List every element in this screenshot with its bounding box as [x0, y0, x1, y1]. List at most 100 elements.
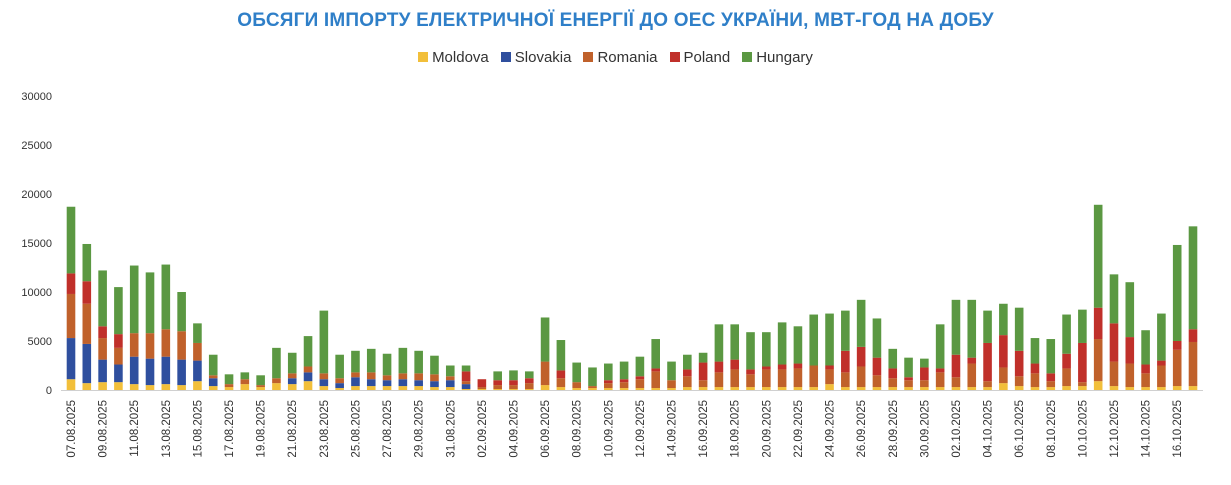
y-tick-label: 15000	[21, 238, 52, 250]
bar-segment-moldova	[667, 388, 676, 390]
bar-segment-poland	[1141, 364, 1150, 374]
bar-segment-slovakia	[82, 343, 92, 384]
bar-segment-moldova	[588, 388, 597, 390]
bar-segment-poland	[1172, 341, 1182, 350]
bar-segment-moldova	[161, 384, 171, 390]
bar-segment-romania	[461, 381, 471, 385]
bar-segment-romania	[145, 333, 155, 359]
legend-swatch	[500, 52, 511, 62]
bar-segment-slovakia	[177, 359, 186, 386]
bar-segment-moldova	[430, 387, 439, 390]
x-tick-label: 06.10.2025	[1014, 400, 1026, 458]
bar-segment-hungary	[777, 322, 787, 365]
x-tick-label: 15.08.2025	[192, 400, 204, 458]
bar-segment-romania	[872, 375, 882, 388]
bar-segment-moldova	[224, 387, 234, 390]
bar-segment-hungary	[82, 243, 92, 282]
bar-segment-hungary	[1046, 339, 1056, 374]
bar-segment-moldova	[540, 385, 550, 390]
bar-segment-hungary	[66, 206, 76, 274]
bar-segment-romania	[1188, 341, 1198, 387]
bar-segment-romania	[82, 303, 92, 344]
bar-segment-moldova	[272, 383, 281, 390]
x-tick-label: 19.08.2025	[256, 400, 268, 458]
bar-segment-hungary	[129, 265, 139, 334]
legend-label: Romania	[597, 49, 658, 66]
bar-segment-slovakia	[129, 356, 139, 385]
bar-segment-poland	[556, 370, 566, 379]
x-tick-label: 16.09.2025	[698, 400, 710, 458]
bar-segment-moldova	[366, 386, 376, 390]
bar-segment-romania	[1093, 339, 1103, 382]
bar-segment-moldova	[1030, 387, 1040, 390]
bar-segment-poland	[793, 363, 803, 369]
bar-segment-hungary	[224, 374, 234, 385]
bar-segment-hungary	[762, 332, 771, 367]
bar-segment-romania	[698, 380, 708, 388]
x-tick-label: 18.09.2025	[730, 400, 742, 458]
bar-segment-poland	[762, 366, 771, 370]
bar-segment-poland	[888, 368, 898, 379]
y-tick-label: 0	[46, 385, 52, 397]
bar-segment-moldova	[809, 387, 819, 390]
bar-segment-slovakia	[193, 360, 202, 382]
bar-segment-romania	[651, 371, 660, 389]
bar-segment-hungary	[1157, 313, 1166, 361]
bar-segment-moldova	[714, 387, 724, 390]
bar-segment-hungary	[920, 358, 929, 368]
bar-segment-slovakia	[114, 364, 123, 383]
bar-segment-poland	[999, 335, 1008, 368]
y-tick-label: 25000	[21, 140, 52, 152]
bar-segment-hungary	[967, 299, 977, 358]
bar-segment-hungary	[461, 365, 471, 372]
bar-segment-moldova	[240, 384, 250, 390]
bar-segment-moldova	[461, 389, 471, 390]
bar-segment-hungary	[698, 352, 708, 363]
bar-segment-poland	[983, 342, 992, 382]
bar-segment-romania	[904, 380, 913, 388]
bar-segment-hungary	[177, 292, 186, 332]
x-tick-label: 02.10.2025	[951, 400, 963, 458]
bar-segment-hungary	[524, 371, 534, 379]
bar-segment-romania	[335, 378, 344, 384]
bar-segment-moldova	[524, 389, 534, 390]
legend-swatch	[669, 52, 680, 62]
legend-label: Poland	[683, 49, 731, 66]
bar-segment-slovakia	[414, 380, 423, 387]
bar-segment-slovakia	[161, 356, 171, 385]
bar-segment-poland	[698, 362, 708, 381]
bar-segment-romania	[683, 376, 692, 388]
x-tick-label: 04.09.2025	[508, 400, 520, 458]
bar-segment-romania	[714, 372, 724, 388]
x-tick-label: 16.10.2025	[1172, 400, 1184, 458]
bar-segment-hungary	[193, 323, 202, 343]
bar-segment-hungary	[683, 354, 692, 370]
x-tick-label: 27.08.2025	[382, 400, 394, 458]
bar-segment-romania	[1030, 373, 1040, 388]
y-tick-label: 30000	[21, 91, 52, 103]
bar-segment-hungary	[445, 365, 455, 377]
bar-segment-romania	[777, 369, 787, 388]
bar-segment-hungary	[588, 367, 597, 387]
bar-segment-hungary	[1014, 307, 1024, 351]
x-tick-label: 12.10.2025	[1109, 400, 1121, 458]
bar-segment-poland	[619, 379, 629, 383]
bar-segment-hungary	[509, 370, 518, 381]
x-tick-label: 22.09.2025	[793, 400, 805, 458]
bar-segment-moldova	[66, 379, 76, 390]
bar-segment-slovakia	[287, 378, 297, 385]
bar-segment-slovakia	[398, 379, 408, 387]
bar-segment-poland	[714, 361, 724, 373]
bar-segment-hungary	[256, 375, 265, 386]
bar-segment-hungary	[904, 357, 913, 378]
bar-segment-moldova	[793, 387, 803, 390]
bar-segment-hungary	[1078, 309, 1087, 343]
bar-segment-romania	[920, 380, 929, 388]
x-tick-label: 25.08.2025	[350, 400, 362, 458]
bar-segment-romania	[398, 373, 408, 380]
x-tick-label: 28.09.2025	[888, 400, 900, 458]
bar-segment-romania	[540, 361, 550, 386]
bar-segment-moldova	[683, 387, 692, 390]
bar-segment-romania	[635, 379, 645, 389]
bar-segment-romania	[1109, 361, 1119, 387]
